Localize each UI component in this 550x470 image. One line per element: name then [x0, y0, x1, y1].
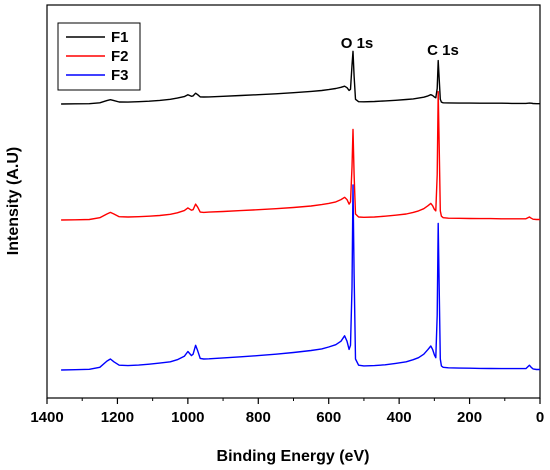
peak-label-o1s: O 1s [341, 35, 374, 52]
x-tick-label: 200 [457, 409, 482, 426]
x-axis-title: Binding Energy (eV) [217, 448, 370, 465]
x-tick-label: 1200 [101, 409, 134, 426]
series-line-f2 [61, 90, 540, 221]
legend: F1 F2 F3 [57, 22, 141, 91]
legend-label-f1: F1 [111, 29, 129, 46]
series-line-f1 [61, 50, 540, 105]
x-tick-label: 400 [387, 409, 412, 426]
legend-label-f2: F2 [111, 48, 129, 65]
legend-label-f3: F3 [111, 67, 129, 84]
x-tick-label: 1000 [171, 409, 204, 426]
x-axis-ticks: 1400 1200 1000 800 600 400 200 0 [30, 398, 544, 426]
series-layer [61, 50, 540, 371]
x-tick-label: 0 [536, 409, 544, 426]
x-tick-label: 1400 [30, 409, 63, 426]
series-line-f3 [61, 184, 540, 371]
x-tick-label: 800 [246, 409, 271, 426]
x-tick-label: 600 [316, 409, 341, 426]
y-axis-title: Intensity (A.U) [5, 147, 22, 255]
peak-label-c1s: C 1s [427, 42, 459, 59]
